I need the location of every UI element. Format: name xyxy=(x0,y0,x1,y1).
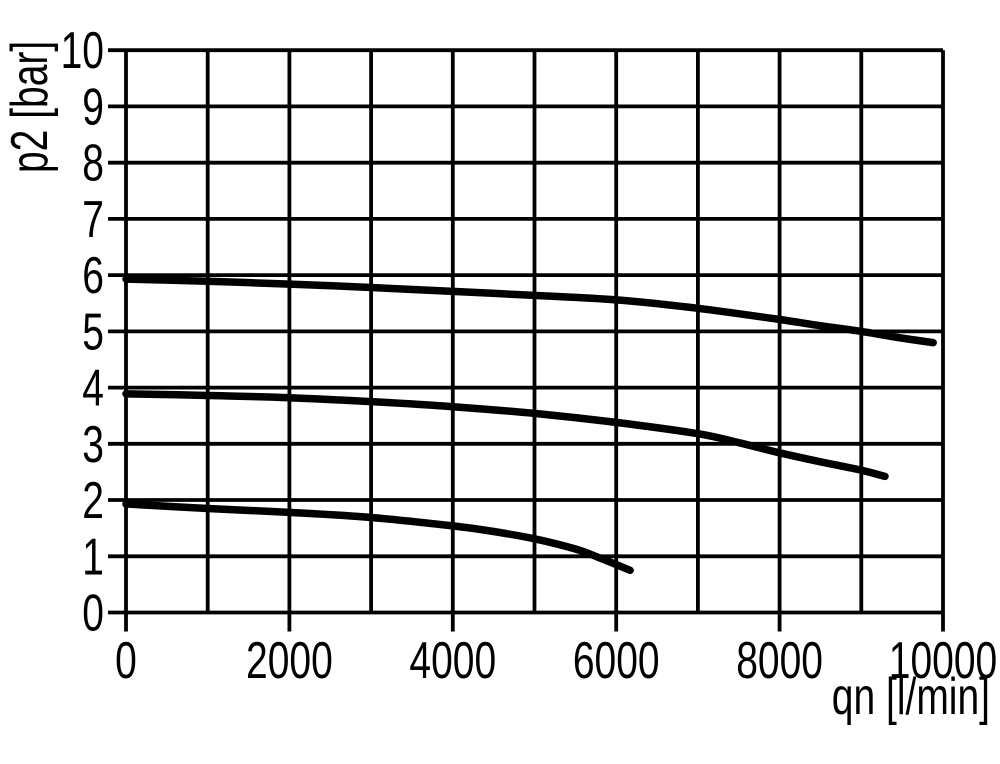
x-tick-label: 0 xyxy=(115,630,137,689)
x-tick-label: 4000 xyxy=(409,630,496,689)
flow-curve-6bar xyxy=(122,275,937,347)
x-tick-label: 10000 xyxy=(889,630,997,689)
flow-curve-4bar xyxy=(122,390,889,481)
y-tick-label: 5 xyxy=(82,302,104,361)
y-tick-label: 10 xyxy=(61,21,104,80)
y-tick-label: 3 xyxy=(82,414,104,473)
y-tick-label: 7 xyxy=(82,189,104,248)
y-tick-label: 0 xyxy=(82,583,104,642)
grid xyxy=(108,48,945,632)
x-tick-label: 6000 xyxy=(573,630,660,689)
y-axis-label: p2 [bar] xyxy=(0,41,58,173)
y-tick-label: 8 xyxy=(82,133,104,192)
y-tick-label: 2 xyxy=(82,470,104,529)
flow-curve-2bar xyxy=(122,500,634,575)
y-tick-label: 9 xyxy=(82,77,104,136)
x-tick-label: 8000 xyxy=(736,630,823,689)
x-tick-label: 2000 xyxy=(246,630,333,689)
y-tick-label: 6 xyxy=(82,246,104,305)
x-axis-label: qn [l/min] xyxy=(832,666,990,725)
y-tick-label: 4 xyxy=(82,358,104,417)
flow-curves xyxy=(122,275,937,575)
y-tick-label: 1 xyxy=(82,527,104,586)
